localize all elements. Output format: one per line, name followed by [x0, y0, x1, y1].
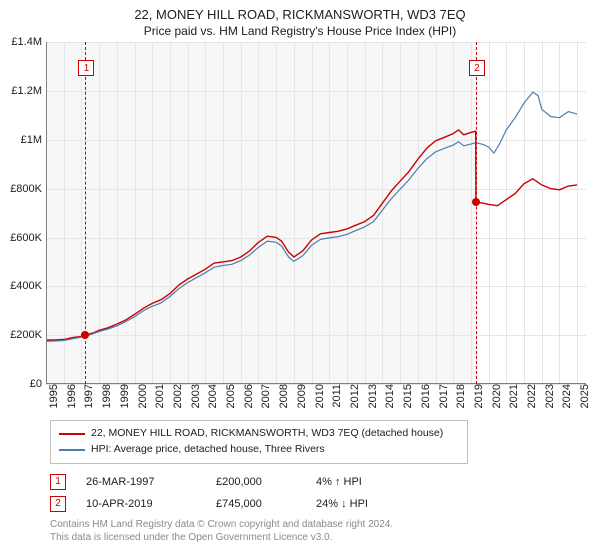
- sale-row-diff: 24% ↓ HPI: [316, 498, 436, 510]
- x-tick-label: 2016: [418, 384, 432, 408]
- x-axis-line: [46, 383, 586, 384]
- x-tick-label: 1996: [64, 384, 78, 408]
- x-tick-label: 2002: [170, 384, 184, 408]
- x-tick-label: 2001: [152, 384, 166, 408]
- sale-marker-box: 1: [78, 60, 94, 76]
- x-tick-label: 2023: [542, 384, 556, 408]
- x-tick-label: 2021: [506, 384, 520, 408]
- x-tick-label: 1995: [46, 384, 60, 408]
- attribution-line: Contains HM Land Registry data © Crown c…: [50, 518, 600, 531]
- x-tick-label: 1998: [99, 384, 113, 408]
- x-tick-label: 2017: [436, 384, 450, 408]
- x-tick-label: 2014: [382, 384, 396, 408]
- chart-plot-area: £0£200K£400K£600K£800K£1M£1.2M£1.4M19951…: [46, 42, 586, 384]
- x-tick-label: 2025: [577, 384, 591, 408]
- x-tick-label: 2007: [258, 384, 272, 408]
- x-tick-label: 2024: [559, 384, 573, 408]
- chart-subtitle: Price paid vs. HM Land Registry's House …: [0, 24, 600, 38]
- legend-swatch: [59, 449, 85, 451]
- x-tick-label: 2018: [453, 384, 467, 408]
- x-tick-label: 2012: [347, 384, 361, 408]
- attribution: Contains HM Land Registry data © Crown c…: [50, 518, 600, 544]
- y-tick-label: £1.2M: [11, 85, 46, 97]
- sale-row-price: £200,000: [216, 476, 296, 488]
- legend-item: 22, MONEY HILL ROAD, RICKMANSWORTH, WD3 …: [59, 426, 459, 442]
- sale-row-price: £745,000: [216, 498, 296, 510]
- sale-marker-dot: [472, 198, 480, 206]
- y-axis-line: [46, 42, 47, 384]
- legend: 22, MONEY HILL ROAD, RICKMANSWORTH, WD3 …: [50, 420, 468, 464]
- x-tick-label: 2010: [312, 384, 326, 408]
- chart-title: 22, MONEY HILL ROAD, RICKMANSWORTH, WD3 …: [0, 6, 600, 24]
- x-tick-label: 2011: [329, 384, 343, 408]
- sale-row-date: 10-APR-2019: [86, 498, 196, 510]
- x-tick-label: 1999: [117, 384, 131, 408]
- y-tick-label: £200K: [10, 329, 46, 341]
- x-tick-label: 2008: [276, 384, 290, 408]
- y-tick-label: £0: [30, 378, 46, 390]
- y-tick-label: £1.4M: [11, 36, 46, 48]
- y-tick-label: £600K: [10, 232, 46, 244]
- legend-label: HPI: Average price, detached house, Thre…: [91, 442, 325, 458]
- y-tick-label: £1M: [21, 134, 46, 146]
- sale-row-marker: 1: [50, 474, 66, 490]
- x-tick-label: 2004: [205, 384, 219, 408]
- sale-row: 1 26-MAR-1997 £200,000 4% ↑ HPI: [50, 474, 600, 490]
- sale-marker-dot: [81, 331, 89, 339]
- x-tick-label: 2019: [471, 384, 485, 408]
- attribution-line: This data is licensed under the Open Gov…: [50, 531, 600, 544]
- sale-row-diff: 4% ↑ HPI: [316, 476, 436, 488]
- x-tick-label: 2000: [135, 384, 149, 408]
- series-hpi: [46, 92, 577, 341]
- x-tick-label: 2003: [188, 384, 202, 408]
- sale-marker-box: 2: [469, 60, 485, 76]
- x-tick-label: 2013: [365, 384, 379, 408]
- x-tick-label: 2005: [223, 384, 237, 408]
- series-price_paid: [46, 130, 577, 340]
- sales-table: 1 26-MAR-1997 £200,000 4% ↑ HPI 2 10-APR-2019…: [50, 474, 600, 512]
- sale-marker-line: [476, 42, 477, 384]
- chart-svg: [46, 42, 586, 384]
- legend-swatch: [59, 433, 85, 435]
- x-tick-label: 1997: [81, 384, 95, 408]
- sale-row-date: 26-MAR-1997: [86, 476, 196, 488]
- x-tick-label: 2022: [524, 384, 538, 408]
- x-tick-label: 2015: [400, 384, 414, 408]
- sale-row-marker: 2: [50, 496, 66, 512]
- x-tick-label: 2009: [294, 384, 308, 408]
- y-tick-label: £800K: [10, 183, 46, 195]
- legend-label: 22, MONEY HILL ROAD, RICKMANSWORTH, WD3 …: [91, 426, 443, 442]
- chart-container: 22, MONEY HILL ROAD, RICKMANSWORTH, WD3 …: [0, 0, 600, 560]
- y-tick-label: £400K: [10, 280, 46, 292]
- x-tick-label: 2006: [241, 384, 255, 408]
- sale-row: 2 10-APR-2019 £745,000 24% ↓ HPI: [50, 496, 600, 512]
- x-tick-label: 2020: [489, 384, 503, 408]
- legend-item: HPI: Average price, detached house, Thre…: [59, 442, 459, 458]
